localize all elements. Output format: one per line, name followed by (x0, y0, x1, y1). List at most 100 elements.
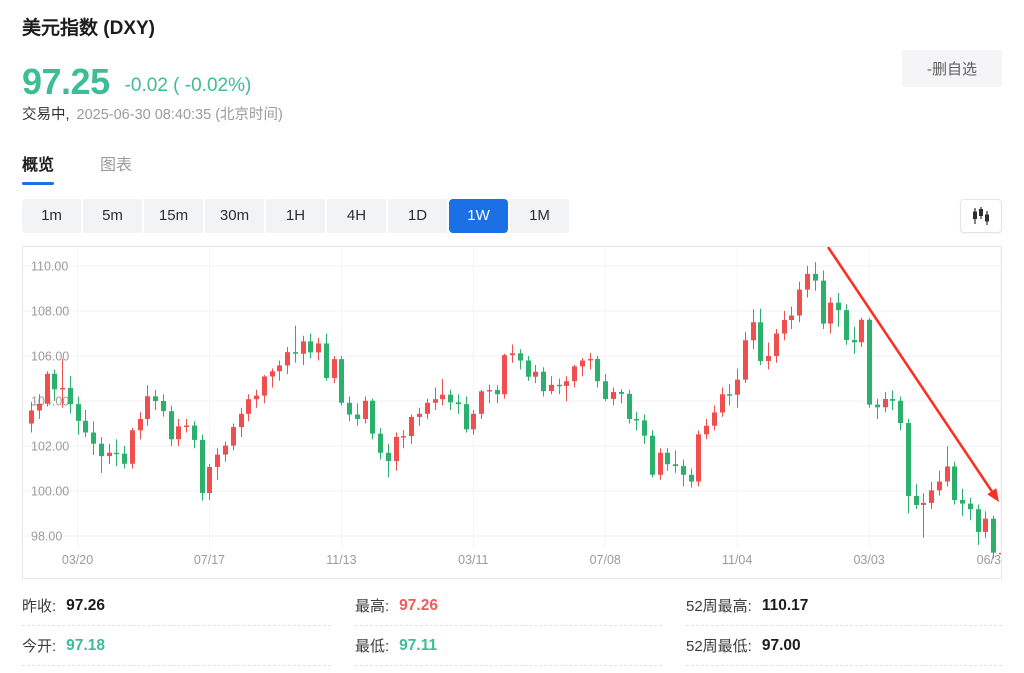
candle (774, 329, 779, 363)
candle (743, 331, 748, 383)
x-axis-label: 03/20 (62, 553, 93, 567)
y-axis-label: 102.00 (31, 440, 69, 454)
candle (758, 308, 763, 365)
candle (821, 270, 826, 329)
y-axis-label: 106.00 (31, 350, 69, 364)
candle (619, 389, 624, 404)
tab-bar: 概览 图表 (22, 151, 1002, 185)
range-button-1m[interactable]: 1m (22, 199, 81, 233)
candle (401, 430, 406, 449)
quote-stats: 昨收: 97.26 最高: 97.26 52周最高: 110.17 今开: 97.18 最低: 9… (22, 586, 1002, 666)
candle (510, 344, 515, 363)
candle (409, 414, 414, 444)
tab-overview[interactable]: 概览 (22, 151, 55, 185)
candle (704, 419, 709, 440)
x-axis-label: 11/13 (326, 553, 356, 567)
price-change: -0.02 ( -0.02%) (124, 75, 252, 96)
candlestick-icon (973, 207, 989, 225)
candle (875, 398, 880, 419)
candle (712, 405, 717, 431)
candle (642, 414, 647, 444)
candle (231, 423, 236, 451)
candle (983, 511, 988, 539)
stat-prev-close-value: 97.26 (66, 596, 105, 614)
candle (83, 410, 88, 437)
candle (270, 368, 275, 388)
x-axis-label: 06/3 (977, 553, 1001, 567)
candle (122, 446, 127, 469)
candle (914, 484, 919, 509)
candle (262, 375, 267, 404)
candle (976, 504, 981, 545)
trend-arrow[interactable] (826, 247, 999, 502)
trading-status: 交易中, (22, 107, 70, 123)
tab-chart[interactable]: 图表 (100, 157, 133, 174)
candle (487, 384, 492, 404)
candle (898, 396, 903, 431)
candle (76, 396, 81, 435)
candle (929, 482, 934, 509)
candle (952, 461, 957, 505)
range-button-1M[interactable]: 1M (510, 199, 569, 233)
candle (735, 368, 740, 408)
remove-watchlist-button[interactable]: -删自选 (902, 50, 1002, 87)
range-button-1D[interactable]: 1D (388, 199, 447, 233)
candle (696, 430, 701, 487)
stat-high: 最高: 97.26 (355, 586, 662, 626)
range-button-30m[interactable]: 30m (205, 199, 264, 233)
candle (417, 407, 422, 426)
stat-52wk-low: 52周最低: 97.00 (686, 626, 1002, 666)
candle (813, 262, 818, 291)
range-button-1H[interactable]: 1H (266, 199, 325, 233)
candle (533, 365, 538, 383)
candle (99, 437, 104, 473)
candle (611, 387, 616, 406)
candlestick-chart[interactable]: 110.00 108.00 106.00 104.00 102.00 100.00 98.0… (23, 247, 1001, 578)
candle (29, 401, 34, 433)
candle (471, 410, 476, 435)
candle (658, 448, 663, 480)
candle (937, 470, 942, 496)
stat-low-label: 最低: (355, 638, 390, 655)
candle (921, 493, 926, 538)
candle (564, 376, 569, 402)
candle (52, 369, 57, 401)
y-axis-label: 110.00 (31, 260, 68, 274)
candle (549, 376, 554, 395)
candle (805, 266, 810, 298)
x-axis-label: 07/17 (194, 553, 225, 567)
candle (968, 497, 973, 521)
candle (852, 326, 857, 354)
stat-prev-close-label: 昨收: (22, 598, 57, 615)
candle (45, 371, 50, 407)
candle (603, 374, 608, 402)
y-axis-label: 100.00 (31, 485, 69, 499)
stat-52wk-low-label: 52周最低: (686, 638, 752, 655)
candle (650, 430, 655, 478)
candle (999, 552, 1001, 555)
candle (277, 360, 282, 381)
candle (720, 387, 725, 417)
chart-type-button[interactable] (960, 199, 1002, 233)
candle (634, 412, 639, 431)
x-axis-label: 03/03 (853, 553, 884, 567)
candle (844, 304, 849, 345)
y-axis-label: 108.00 (31, 305, 69, 319)
candle (479, 389, 484, 419)
candle (161, 394, 166, 417)
candle (464, 396, 469, 433)
range-button-4H[interactable]: 4H (327, 199, 386, 233)
stat-high-label: 最高: (355, 598, 390, 615)
y-axis-label: 98.00 (31, 530, 62, 544)
candle (883, 392, 888, 413)
range-button-15m[interactable]: 15m (144, 199, 203, 233)
range-button-5m[interactable]: 5m (83, 199, 142, 233)
candle (293, 325, 298, 363)
price-value: 97.25 (22, 61, 110, 102)
candle (526, 356, 531, 381)
candle (332, 356, 337, 383)
range-button-1W[interactable]: 1W (449, 199, 508, 233)
candle (960, 488, 965, 516)
candle (355, 403, 360, 426)
candle (107, 443, 112, 464)
